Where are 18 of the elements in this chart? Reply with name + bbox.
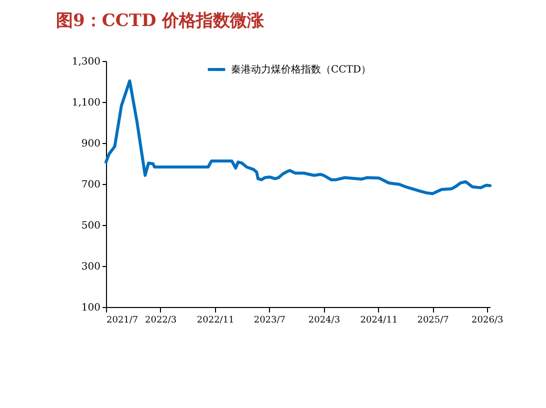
y-tick-label: 900 — [81, 138, 100, 150]
y-tick-label: 700 — [81, 180, 100, 190]
x-tick-label: 2024/3 — [308, 316, 340, 326]
y-tick-label: 1,300 — [72, 56, 100, 68]
x-tick-label: 2022/3 — [144, 316, 177, 326]
x-tick-label: 2023/7 — [254, 316, 286, 326]
x-tick-label: 2021/7 — [106, 316, 138, 326]
x-tick-label: 2022/11 — [196, 316, 234, 326]
line-series — [104, 79, 492, 196]
x-tick-label: 2024/11 — [360, 316, 398, 326]
y-tick-label: 300 — [81, 262, 100, 272]
chart-title: 图9：CCTD 价格指数微涨 — [56, 11, 266, 31]
legend-label: 秦港动力煤价格指数（CCTD） — [231, 64, 371, 76]
x-tick-label: 2025/7 — [417, 316, 450, 326]
y-tick-label: 500 — [81, 220, 100, 232]
y-tick-label: 1,100 — [72, 98, 100, 108]
x-tick-label: 2026/3 — [472, 316, 504, 326]
y-tick-label: 100 — [81, 302, 100, 314]
